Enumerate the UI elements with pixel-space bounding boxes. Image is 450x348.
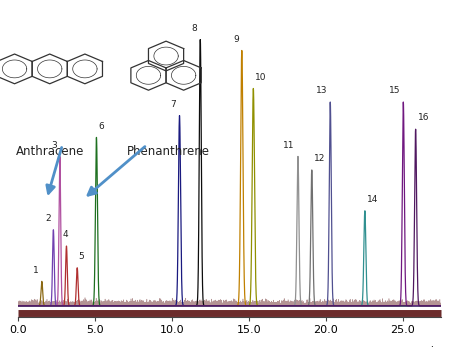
Text: 1: 1 — [33, 266, 39, 275]
Text: 2: 2 — [45, 214, 50, 223]
Text: 8: 8 — [191, 24, 197, 33]
Text: 4: 4 — [63, 230, 68, 239]
Text: 14: 14 — [367, 195, 378, 204]
Text: 6: 6 — [98, 121, 104, 130]
Text: 9: 9 — [233, 35, 239, 44]
Text: 12: 12 — [314, 154, 325, 163]
Text: 7: 7 — [171, 100, 176, 109]
Text: min: min — [420, 346, 441, 348]
Text: 5: 5 — [79, 252, 85, 261]
Text: Phenanthrene: Phenanthrene — [126, 145, 210, 158]
Text: Anthracene: Anthracene — [16, 145, 84, 158]
Text: 11: 11 — [284, 141, 295, 150]
Text: 15: 15 — [389, 86, 400, 95]
Text: 3: 3 — [51, 141, 57, 150]
Text: 16: 16 — [418, 113, 429, 122]
Text: 10: 10 — [255, 73, 267, 82]
Text: 13: 13 — [315, 86, 327, 95]
